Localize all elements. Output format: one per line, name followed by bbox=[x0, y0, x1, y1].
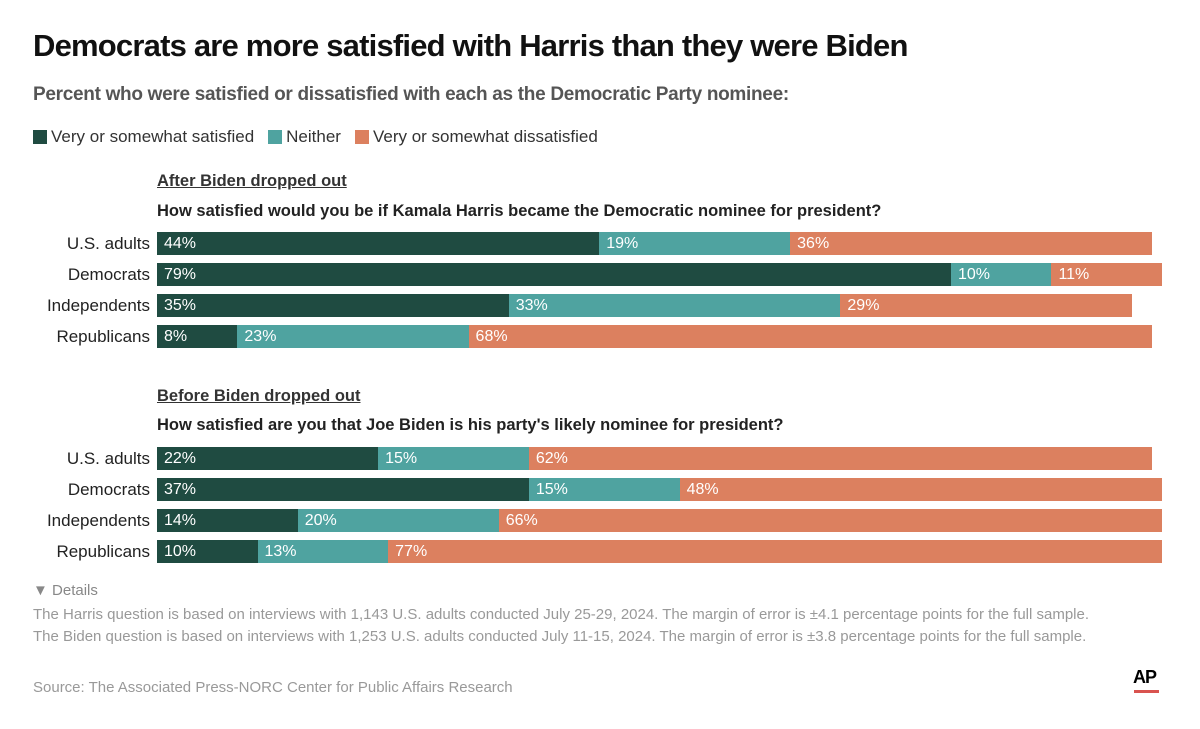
category-label: Republicans bbox=[56, 327, 150, 346]
category-label: Republicans bbox=[56, 542, 150, 561]
bar-segment-neither: 10% bbox=[950, 263, 1052, 286]
category-label: Democrats bbox=[67, 480, 150, 499]
section-title-after: After Biden dropped out bbox=[157, 172, 347, 190]
bar-segment-dissatisfied: 77% bbox=[388, 540, 1162, 563]
bar-segment-satisfied: 37% bbox=[157, 478, 529, 501]
legend-label: Very or somewhat dissatisfied bbox=[372, 127, 598, 146]
bar-segment-neither: 20% bbox=[297, 509, 499, 532]
bar-segment-dissatisfied: 29% bbox=[840, 294, 1132, 317]
bar-segment-neither: 33% bbox=[508, 294, 841, 317]
ap-logo-bar bbox=[1134, 690, 1159, 693]
bar-segment-neither: 15% bbox=[528, 478, 680, 501]
bar-segment-dissatisfied: 48% bbox=[679, 478, 1162, 501]
legend-label: Neither bbox=[286, 127, 341, 146]
bar-segment-satisfied: 10% bbox=[157, 540, 258, 563]
question-biden: How satisfied are you that Joe Biden is … bbox=[157, 416, 784, 434]
chart-subtitle: Percent who were satisfied or dissatisfi… bbox=[33, 84, 789, 105]
legend-swatch bbox=[33, 130, 47, 144]
bar-segment-dissatisfied: 66% bbox=[498, 509, 1162, 532]
question-harris: How satisfied would you be if Kamala Har… bbox=[157, 202, 882, 220]
chart-title: Democrats are more satisfied with Harris… bbox=[33, 28, 908, 63]
bar-segment-satisfied: 35% bbox=[157, 294, 509, 317]
bar-segment-dissatisfied: 36% bbox=[790, 232, 1152, 255]
legend: Very or somewhat satisfied Neither Very … bbox=[33, 127, 598, 147]
bar-segment-dissatisfied: 62% bbox=[528, 447, 1152, 470]
bar-segment-satisfied: 44% bbox=[157, 232, 600, 255]
category-label: Independents bbox=[46, 296, 150, 315]
category-label: Independents bbox=[46, 511, 150, 530]
category-label: U.S. adults bbox=[66, 234, 150, 253]
legend-swatch bbox=[354, 130, 369, 144]
bar-segment-neither: 19% bbox=[599, 232, 791, 255]
bar-segment-satisfied: 22% bbox=[157, 447, 379, 470]
section-title-before: Before Biden dropped out bbox=[157, 387, 361, 405]
source: Source: The Associated Press-NORC Center… bbox=[33, 679, 513, 696]
bar-segment-neither: 15% bbox=[378, 447, 529, 470]
bar-segment-neither: 23% bbox=[237, 325, 469, 348]
bar-segment-dissatisfied: 11% bbox=[1051, 263, 1162, 286]
bar-segment-satisfied: 14% bbox=[157, 509, 298, 532]
ap-logo: AP bbox=[1133, 667, 1157, 687]
legend-item-neither: Neither bbox=[268, 127, 341, 147]
category-label: U.S. adults bbox=[66, 449, 150, 468]
bar-segment-satisfied: 79% bbox=[157, 263, 951, 286]
legend-swatch bbox=[268, 130, 283, 144]
details-toggle[interactable]: ▼ Details bbox=[33, 582, 98, 599]
bar-segment-neither: 13% bbox=[257, 540, 389, 563]
bar-segment-satisfied: 8% bbox=[157, 325, 238, 348]
methodology-note: The Harris question is based on intervie… bbox=[33, 606, 1090, 645]
legend-item-dissatisfied: Very or somewhat dissatisfied bbox=[354, 127, 598, 147]
bar-segment-dissatisfied: 68% bbox=[468, 325, 1152, 348]
legend-label: Very or somewhat satisfied bbox=[51, 127, 255, 146]
legend-item-satisfied: Very or somewhat satisfied bbox=[33, 127, 254, 147]
category-label: Democrats bbox=[67, 265, 150, 284]
